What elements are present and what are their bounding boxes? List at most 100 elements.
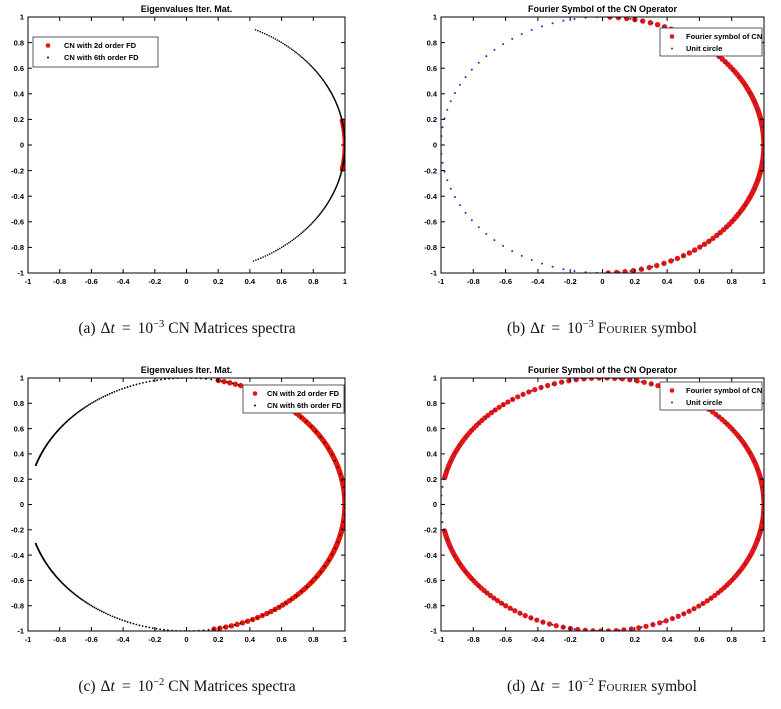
caption-text: symbol: [647, 678, 697, 696]
legend-box: Fourier symbol of CN Unit circle: [659, 27, 763, 57]
x-tick-label: 0.6: [694, 277, 704, 286]
caption-delta: Δ: [530, 678, 541, 696]
y-tick-label: -0.6: [424, 218, 437, 227]
caption-exponent: −2: [153, 677, 165, 688]
axis-box: -1-1 -0.8 -0.8 -0.6 -0.6 -0.4 -0.4 -0.2 -0.2 0 0 0.…: [424, 13, 766, 286]
legend-marker-cn-with-2d-order-fd: [252, 391, 258, 396]
series-fourier-symbol-of-cn: [441, 378, 764, 631]
caption-relation: =: [551, 320, 561, 338]
x-tick-label: 0.4: [662, 277, 673, 286]
y-tick-label: 0.6: [427, 424, 437, 433]
x-tick-label: -0.2: [564, 277, 577, 286]
axis-box: -1-1 -0.8 -0.8 -0.6 -0.6 -0.4 -0.4 -0.2 -0.2 0 0 0.…: [11, 374, 347, 644]
caption-tag: (c): [78, 678, 96, 696]
x-tick-label: -0.6: [85, 277, 98, 286]
plot-area: [441, 17, 764, 273]
y-tick-label: -0.6: [11, 218, 24, 227]
caption-text: CN Matrices spectra: [168, 320, 296, 338]
x-tick-label: -0.2: [564, 635, 577, 644]
caption-mantissa: 10: [567, 678, 583, 696]
legend-label-cn-with-6th-order-fd: CN with 6th order FD: [267, 401, 342, 410]
caption-variable: t: [540, 320, 545, 338]
y-tick-label: 0.4: [427, 90, 438, 99]
caption-delta: Δ: [100, 320, 111, 338]
figure-c: Eigenvalues Iter. Mat. -1-1 -0.8 -0.8 -0.6 -0…: [11, 365, 347, 644]
caption-delta: Δ: [530, 320, 541, 338]
y-tick-label: 1: [433, 13, 437, 22]
series-cn-with-6th-order-fd: [34, 378, 345, 631]
plot-area: [252, 28, 345, 262]
caption-tag: (a): [78, 320, 96, 338]
x-tick-label: -0.8: [53, 277, 66, 286]
legend-marker-fourier-symbol-of-cn: [669, 388, 675, 393]
caption-text: Fourier: [597, 320, 648, 338]
figure-d: Fourier Symbol of the CN Operator -1-1 -0.…: [424, 365, 766, 644]
x-tick-label: -0.6: [85, 635, 98, 644]
legend-label-cn-with-2d-order-fd: CN with 2d order FD: [64, 41, 137, 50]
y-tick-label: -0.2: [424, 526, 437, 535]
x-tick-label: -0.4: [531, 635, 545, 644]
caption-exponent: −3: [153, 319, 165, 330]
plot-area: [441, 378, 764, 631]
legend-box: CN with 2d order FD CN with 6th order FD: [242, 384, 345, 414]
x-tick-label: -1: [438, 635, 445, 644]
y-tick-label: -1: [17, 269, 24, 278]
x-tick-label: 0.8: [308, 277, 318, 286]
plot-title: Fourier Symbol of the CN Operator: [528, 365, 678, 375]
y-tick-label: -0.2: [424, 166, 437, 175]
legend-label-cn-with-6th-order-fd: CN with 6th order FD: [64, 53, 139, 62]
legend-marker-unit-circle: [671, 401, 673, 404]
y-tick-label: 0.8: [427, 38, 437, 47]
legend-marker-cn-with-6th-order-fd: [254, 404, 256, 407]
x-tick-label: 0: [600, 277, 604, 286]
y-tick-label: 0.2: [427, 475, 437, 484]
x-tick-label: 0.2: [630, 277, 640, 286]
y-tick-label: -0.8: [11, 243, 24, 252]
plot-title: Eigenvalues Iter. Mat.: [141, 365, 233, 375]
x-tick-label: -0.2: [148, 635, 161, 644]
caption-relation: =: [121, 678, 131, 696]
caption-exponent: −3: [582, 319, 594, 330]
x-tick-label: -1: [25, 635, 32, 644]
y-tick-label: -0.4: [11, 551, 25, 560]
caption-text: CN Matrices spectra: [168, 678, 296, 696]
x-tick-label: 0.4: [662, 635, 673, 644]
x-tick-label: 0.6: [276, 277, 286, 286]
caption-mantissa: 10: [137, 320, 154, 338]
legend-label-fourier-symbol-of-cn: Fourier symbol of CN: [686, 32, 762, 41]
series-unit-circle: [441, 17, 764, 273]
caption-tag: (d): [507, 678, 526, 696]
y-tick-label: 1: [20, 13, 24, 22]
x-tick-label: -0.6: [499, 277, 512, 286]
caption-b: (b) Δt = 10−3 Fourier symbol: [412, 314, 781, 339]
y-tick-label: 0.4: [14, 450, 25, 459]
x-tick-label: 1: [762, 635, 766, 644]
y-tick-label: -0.8: [11, 601, 24, 610]
y-tick-label: -1: [430, 627, 437, 636]
x-tick-label: 0.2: [630, 635, 640, 644]
caption-text: symbol: [647, 320, 697, 338]
y-tick-label: 0.8: [14, 38, 24, 47]
x-tick-label: 0.8: [308, 635, 318, 644]
y-tick-label: -0.2: [11, 166, 24, 175]
y-tick-label: -0.4: [424, 551, 438, 560]
x-tick-label: -0.4: [531, 277, 545, 286]
caption-tag: (b): [507, 320, 526, 338]
legend-marker-fourier-symbol-of-cn: [669, 34, 675, 39]
x-tick-label: 1: [762, 277, 766, 286]
plot-title: Eigenvalues Iter. Mat.: [141, 4, 233, 14]
caption-d: (d) Δt = 10−2 Fourier symbol: [412, 672, 781, 697]
y-tick-label: -0.8: [424, 243, 437, 252]
caption-variable: t: [540, 678, 545, 696]
figure-a: Eigenvalues Iter. Mat. -1-1 -0.8 -0.8 -0.6 -0…: [11, 4, 347, 286]
y-tick-label: 0.2: [14, 115, 24, 124]
x-tick-label: 0.4: [245, 277, 256, 286]
series-cn-with-6th-order-fd: [252, 28, 345, 262]
y-tick-label: 0.6: [14, 64, 24, 73]
legend-label-cn-with-2d-order-fd: CN with 2d order FD: [267, 389, 340, 398]
legend-box: CN with 2d order FD CN with 6th order FD: [32, 36, 159, 68]
y-tick-label: -1: [430, 269, 437, 278]
y-tick-label: 0.8: [427, 399, 437, 408]
caption-mantissa: 10: [137, 678, 154, 696]
y-tick-label: 1: [433, 374, 437, 383]
